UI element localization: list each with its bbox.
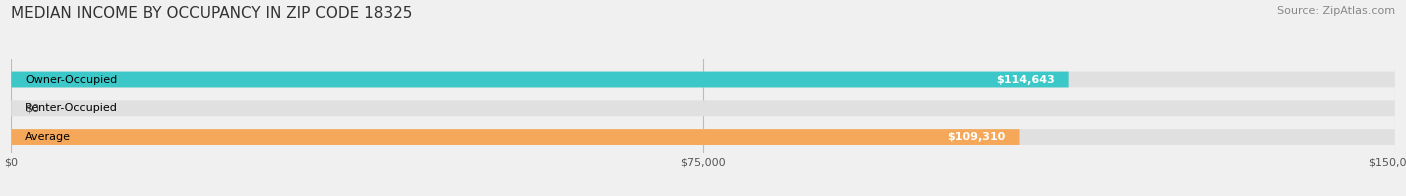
Text: $109,310: $109,310 — [948, 132, 1005, 142]
Text: MEDIAN INCOME BY OCCUPANCY IN ZIP CODE 18325: MEDIAN INCOME BY OCCUPANCY IN ZIP CODE 1… — [11, 6, 412, 21]
FancyBboxPatch shape — [11, 129, 1019, 145]
Text: $0: $0 — [25, 103, 39, 113]
FancyBboxPatch shape — [11, 72, 1395, 87]
FancyBboxPatch shape — [11, 100, 1395, 116]
FancyBboxPatch shape — [11, 72, 1069, 87]
Text: Average: Average — [25, 132, 72, 142]
Text: $114,643: $114,643 — [995, 74, 1054, 84]
FancyBboxPatch shape — [11, 129, 1395, 145]
Text: Source: ZipAtlas.com: Source: ZipAtlas.com — [1277, 6, 1395, 16]
Text: Owner-Occupied: Owner-Occupied — [25, 74, 117, 84]
Text: Renter-Occupied: Renter-Occupied — [25, 103, 118, 113]
